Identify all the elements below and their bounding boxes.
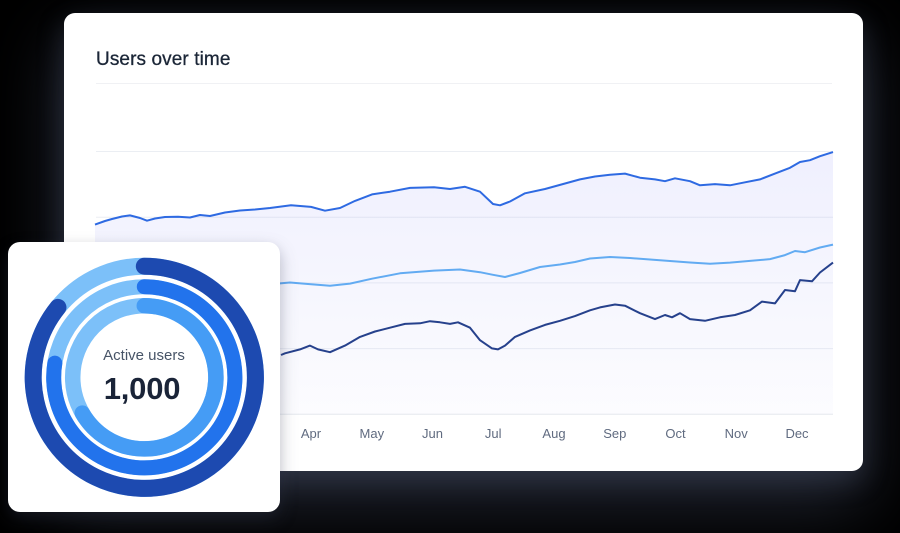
svg-text:Dec: Dec <box>785 426 809 441</box>
svg-text:Apr: Apr <box>301 426 322 441</box>
svg-text:Jul: Jul <box>485 426 502 441</box>
svg-text:Aug: Aug <box>542 426 565 441</box>
svg-text:Jun: Jun <box>422 426 443 441</box>
svg-text:Nov: Nov <box>725 426 749 441</box>
svg-text:May: May <box>360 426 385 441</box>
svg-text:Oct: Oct <box>665 426 686 441</box>
svg-text:Sep: Sep <box>603 426 626 441</box>
